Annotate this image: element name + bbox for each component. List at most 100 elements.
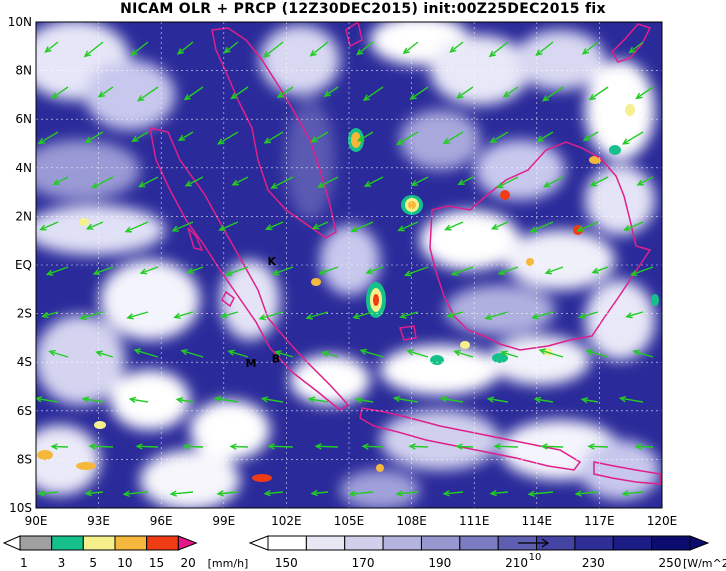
wind-arrowhead bbox=[37, 137, 46, 145]
wind-arrowhead bbox=[51, 92, 59, 99]
wind-arrowhead bbox=[260, 396, 269, 403]
wind-arrow bbox=[541, 445, 564, 448]
wind-arrowhead bbox=[318, 268, 327, 275]
wind-arrowhead bbox=[258, 314, 266, 321]
wind-arrowhead bbox=[171, 225, 179, 232]
wind-arrowhead bbox=[490, 223, 499, 230]
wind-arrow bbox=[134, 349, 159, 358]
wind-arrow bbox=[45, 41, 59, 53]
wind-arrow bbox=[624, 221, 644, 231]
wind-arrowhead bbox=[97, 91, 106, 98]
wind-arrow bbox=[183, 445, 204, 448]
wind-arrowhead bbox=[314, 443, 322, 450]
wind-arrowhead bbox=[352, 313, 360, 320]
wind-arrowhead bbox=[84, 136, 92, 144]
wind-arrow bbox=[582, 398, 599, 403]
wind-arrowhead bbox=[621, 490, 629, 497]
wind-arrowhead bbox=[180, 348, 188, 356]
y-tick-label: 8N bbox=[15, 64, 32, 78]
rain-cell bbox=[79, 218, 89, 226]
wind-arrowhead bbox=[489, 489, 497, 497]
wind-arrow bbox=[407, 350, 429, 358]
x-tick-label: 90E bbox=[25, 514, 48, 528]
wind-arrow bbox=[539, 349, 564, 358]
wind-arrow bbox=[444, 491, 464, 495]
wind-arrowhead bbox=[262, 51, 271, 58]
wind-arrow bbox=[84, 41, 104, 57]
wind-arrow bbox=[268, 445, 294, 448]
wind-arrowhead bbox=[409, 93, 417, 100]
olr-legend-swatch bbox=[651, 535, 691, 551]
wind-arrowhead bbox=[444, 224, 452, 231]
wind-arrow bbox=[631, 266, 654, 276]
wind-arrow bbox=[313, 221, 329, 230]
wind-arrow bbox=[445, 221, 464, 231]
x-axis-ticks: 90E 93E 96E 99E 102E 105E 108E 111E 114E 117E 120E bbox=[25, 514, 678, 528]
wind-arrowhead bbox=[634, 443, 642, 450]
wind-arrow bbox=[230, 445, 249, 448]
rain-cell bbox=[376, 464, 384, 472]
wind-arrow bbox=[398, 221, 419, 232]
wind-arrowhead bbox=[81, 396, 90, 403]
wind-arrowhead bbox=[629, 270, 638, 277]
wind-arrowhead bbox=[50, 443, 58, 450]
precip-legend-overflow bbox=[177, 535, 198, 551]
wind-arrowhead bbox=[92, 269, 101, 276]
wind-arrow bbox=[358, 131, 374, 142]
wind-arrowhead bbox=[359, 348, 368, 355]
wind-arrowhead bbox=[396, 138, 404, 146]
place-markers: K M B bbox=[245, 255, 280, 370]
wind-arrowhead bbox=[265, 224, 273, 231]
wind-arrow bbox=[226, 266, 249, 276]
wind-arrowhead bbox=[130, 49, 138, 57]
wind-arrow bbox=[356, 41, 374, 55]
wind-arrow bbox=[178, 131, 194, 141]
wind-arrow bbox=[42, 311, 59, 318]
wind-arrowhead bbox=[581, 48, 590, 55]
wind-arrow bbox=[456, 86, 474, 99]
wind-arrowhead bbox=[578, 312, 586, 319]
wind-arrow bbox=[544, 176, 564, 188]
wind-arrowhead bbox=[531, 313, 539, 320]
wind-arrowhead bbox=[363, 180, 372, 187]
wind-arrowhead bbox=[139, 268, 148, 275]
wind-arrowhead bbox=[350, 226, 358, 233]
wind-arrowhead bbox=[45, 269, 54, 276]
wind-arrow bbox=[273, 266, 294, 275]
map-frame bbox=[35, 21, 663, 509]
wind-arrow bbox=[259, 311, 284, 320]
wind-arrow bbox=[529, 491, 554, 495]
wind-arrow bbox=[263, 41, 284, 58]
wind-arrow bbox=[219, 221, 239, 231]
wind-arrowhead bbox=[636, 179, 644, 186]
y-tick-label: 8S bbox=[17, 452, 32, 466]
wind-arrowhead bbox=[227, 349, 235, 356]
wind-arrow bbox=[635, 445, 654, 448]
olr-legend-label: 170 bbox=[352, 556, 375, 570]
wind-arrowhead bbox=[184, 180, 193, 187]
place-marker-label: K bbox=[268, 255, 277, 268]
wind-arrow bbox=[363, 86, 384, 101]
wind-arrow bbox=[366, 266, 384, 274]
wind-arrow bbox=[620, 397, 644, 403]
olr-legend-swatch bbox=[344, 535, 384, 551]
wind-arrowhead bbox=[126, 313, 134, 320]
wind-arrowhead bbox=[450, 269, 459, 276]
wind-arrow bbox=[394, 397, 419, 403]
y-axis-ticks: 10N 8N 6N 4N 2N EQ 2S 4S 6S 8S 10S bbox=[8, 15, 32, 515]
y-tick-label: 6S bbox=[17, 404, 32, 418]
wind-arrow bbox=[224, 41, 239, 54]
wind-arrow bbox=[364, 176, 384, 187]
wind-arrow bbox=[577, 221, 599, 232]
wind-arrowhead bbox=[131, 135, 139, 143]
wind-arrow bbox=[497, 176, 519, 189]
wind-arrowhead bbox=[216, 138, 225, 145]
wind-arrowhead bbox=[136, 95, 145, 102]
wind-arrowhead bbox=[589, 180, 598, 187]
precip-legend-label: 3 bbox=[58, 556, 66, 570]
wind-arrowhead bbox=[48, 349, 56, 357]
wind-arrowhead bbox=[133, 348, 142, 355]
olr-legend-unit: [W/m^2] bbox=[683, 557, 726, 570]
wind-arrow bbox=[350, 491, 374, 495]
